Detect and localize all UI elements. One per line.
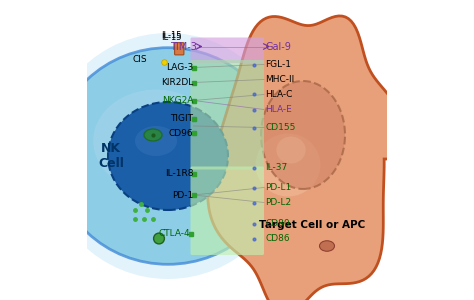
Ellipse shape: [144, 129, 162, 141]
Text: PD-L2: PD-L2: [265, 198, 292, 207]
Text: IL-15: IL-15: [161, 31, 181, 40]
Text: TIGIT: TIGIT: [171, 114, 193, 123]
FancyBboxPatch shape: [174, 43, 184, 55]
Text: CTLA-4: CTLA-4: [159, 230, 191, 238]
Ellipse shape: [93, 90, 219, 192]
Text: CD96: CD96: [169, 129, 193, 138]
Ellipse shape: [45, 33, 291, 279]
Ellipse shape: [54, 48, 282, 264]
Ellipse shape: [108, 102, 228, 210]
Text: Gal-9: Gal-9: [265, 41, 292, 52]
Text: CIS: CIS: [132, 56, 147, 64]
Text: Target Cell or APC: Target Cell or APC: [259, 220, 365, 230]
Text: LAG-3: LAG-3: [166, 63, 193, 72]
Text: NK
Cell: NK Cell: [98, 142, 124, 170]
Text: IL-37: IL-37: [265, 164, 288, 172]
Text: IL-15: IL-15: [161, 33, 181, 42]
Text: PD-L1: PD-L1: [265, 183, 292, 192]
FancyBboxPatch shape: [191, 167, 264, 255]
Text: CD86: CD86: [265, 234, 290, 243]
Text: HLA-E: HLA-E: [265, 105, 292, 114]
Ellipse shape: [319, 241, 335, 251]
Ellipse shape: [255, 134, 320, 196]
Text: NKG2A: NKG2A: [162, 96, 193, 105]
Text: IL-1R8: IL-1R8: [165, 169, 193, 178]
Text: CD155: CD155: [265, 123, 296, 132]
Text: PD-1: PD-1: [172, 190, 193, 200]
Ellipse shape: [135, 126, 177, 156]
Text: HLA-C: HLA-C: [265, 90, 293, 99]
Ellipse shape: [276, 136, 306, 164]
Text: TIM-3: TIM-3: [170, 41, 197, 52]
FancyBboxPatch shape: [191, 38, 264, 63]
Ellipse shape: [261, 81, 345, 189]
Text: KIR2DL: KIR2DL: [161, 78, 193, 87]
Text: CD80: CD80: [265, 219, 290, 228]
Polygon shape: [208, 16, 406, 300]
FancyBboxPatch shape: [191, 60, 264, 170]
Text: MHC-II: MHC-II: [265, 75, 295, 84]
Circle shape: [154, 233, 164, 244]
Text: FGL-1: FGL-1: [265, 60, 292, 69]
